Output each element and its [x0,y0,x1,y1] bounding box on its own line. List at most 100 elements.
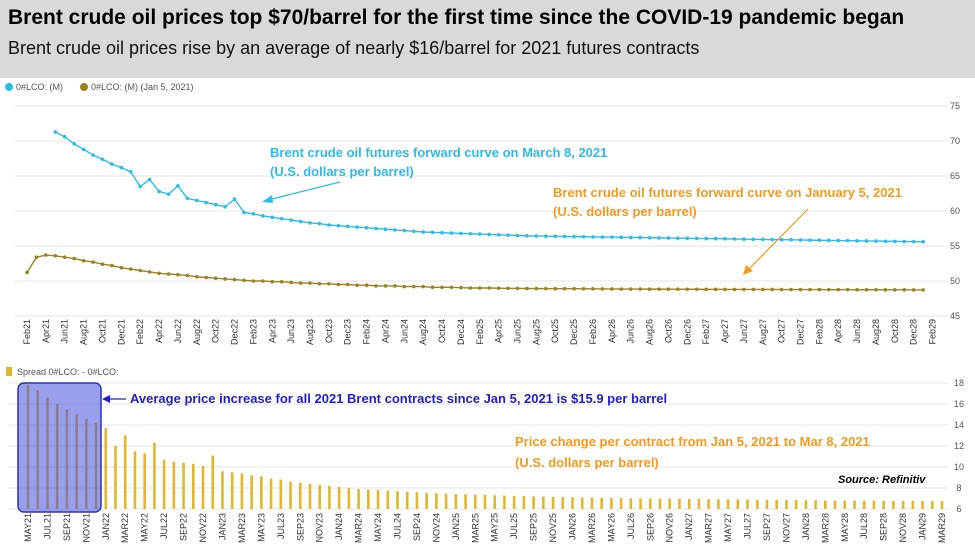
bottom-x-tick-label: JUL25 [509,513,519,539]
jan-curve-point [270,279,275,284]
jan-curve-point [628,287,633,291]
bottom-x-tick-label: MAY22 [140,513,150,542]
top-x-tick-label: Oct28 [890,319,900,343]
march-curve-point [591,235,595,239]
spread-bar [765,499,769,509]
bottom-x-tick-label: JUL26 [626,513,636,539]
spread-bar [717,499,720,509]
jan-curve-point [572,286,576,291]
legend-marker-march [5,83,13,91]
march-curve-point [242,210,246,215]
march-curve-point [402,228,407,233]
jan-curve-point [770,287,775,292]
top-x-tick-label: Jun28 [852,319,862,344]
spread-bar [940,501,944,509]
jan-curve-point [647,287,652,291]
spread-bar [930,501,934,509]
top-x-tick-label: Oct26 [663,319,673,343]
march-curve-point [827,238,831,243]
jan-curve-point [600,287,605,291]
march-curve-point [883,239,888,244]
bottom-y-tick-label: 14 [954,420,964,430]
jan-curve-point [525,286,529,291]
jan-curve-point [393,284,397,288]
march-curve-point [553,234,558,239]
bottom-x-tick-label: JAN28 [801,513,811,540]
jan-curve-point [327,282,331,286]
march-curve-point [449,231,454,235]
march-curve-point [798,238,803,242]
spread-bar [483,494,487,509]
march-curve-point [364,226,369,230]
march-curve-point [270,215,275,220]
legend-marker-spread [6,367,12,376]
march-curve-point [893,239,897,244]
top-x-tick-label: Apr27 [720,319,730,343]
march-curve-point [779,237,784,242]
march-curve-point [62,135,67,139]
march-curve-point [487,232,492,237]
top-x-tick-label: Dec27 [796,319,806,345]
jan-curve-point [676,287,680,291]
spread-bar [678,498,681,509]
march-curve-point [638,235,642,240]
bottom-x-tick-label: MAR24 [354,513,364,543]
bottom-x-tick-label: JAN25 [451,513,461,540]
jan-curve-point [25,270,29,275]
top-x-tick-label: Aug28 [871,319,881,345]
march-curve-point [760,237,765,242]
march-curve-point [355,225,359,229]
march-curve-point [694,236,699,241]
top-x-tick-label: Feb22 [135,319,145,345]
spread-bar [824,500,827,509]
spread-bar [415,492,419,509]
bottom-x-tick-label: MAY28 [840,513,850,542]
march-curve-point [289,218,293,222]
spread-bar [153,442,156,509]
spread-bar [396,491,399,509]
forward-curve-panel: 45 50 55 60 65 70 75 Feb21 Apr21 Jun21 Aug21 Oct21… [15,101,960,345]
bottom-x-tick-label: NOV25 [548,513,558,543]
march-curve-point [723,237,727,241]
jan-curve-point [798,287,803,292]
spread-bar [260,476,263,509]
march-curve-point [845,238,850,243]
jan-curve-point [261,279,265,283]
spread-bar [425,492,428,509]
jan-curve-point [194,275,199,279]
spread-bar [843,500,847,509]
spread-bar [522,496,526,509]
spread-bar [172,461,176,509]
top-x-tick-label: Feb29 [928,319,938,345]
spread-bar [668,498,672,509]
march-curve-point [128,170,133,174]
jan-curve-point [902,288,907,292]
march-curve-point [676,236,680,240]
jan-curve-point [619,287,624,291]
jan-curve-point [383,284,388,288]
spread-bar [648,498,652,509]
march-curve-point [647,235,652,240]
spread-bar [911,500,915,509]
top-x-tick-label: Feb23 [248,319,258,345]
spread-bar [804,500,808,509]
jan-curve-point [911,288,916,292]
jan-curve-point [921,288,925,292]
march-curve-point [204,200,209,205]
top-x-tick-label: Oct24 [437,319,447,343]
spread-bar [386,490,390,509]
jan-curve-point [100,262,105,266]
spread-bar [347,488,351,509]
spread-bar [240,473,244,509]
bottom-x-tick-label: MAY24 [373,513,383,542]
bottom-x-tick-label: JAN22 [101,513,111,540]
jan-curve-point [864,287,869,292]
jan-curve-point [657,287,661,291]
bottom-x-tick-label: NOV23 [315,513,325,543]
jan-curve-point [157,271,161,276]
bottom-x-tick-label: NOV21 [81,513,91,543]
top-y-tick-label: 50 [950,276,960,286]
march-curve-point [657,236,661,240]
spread-bar [892,500,895,509]
march-curve-point [100,157,105,161]
